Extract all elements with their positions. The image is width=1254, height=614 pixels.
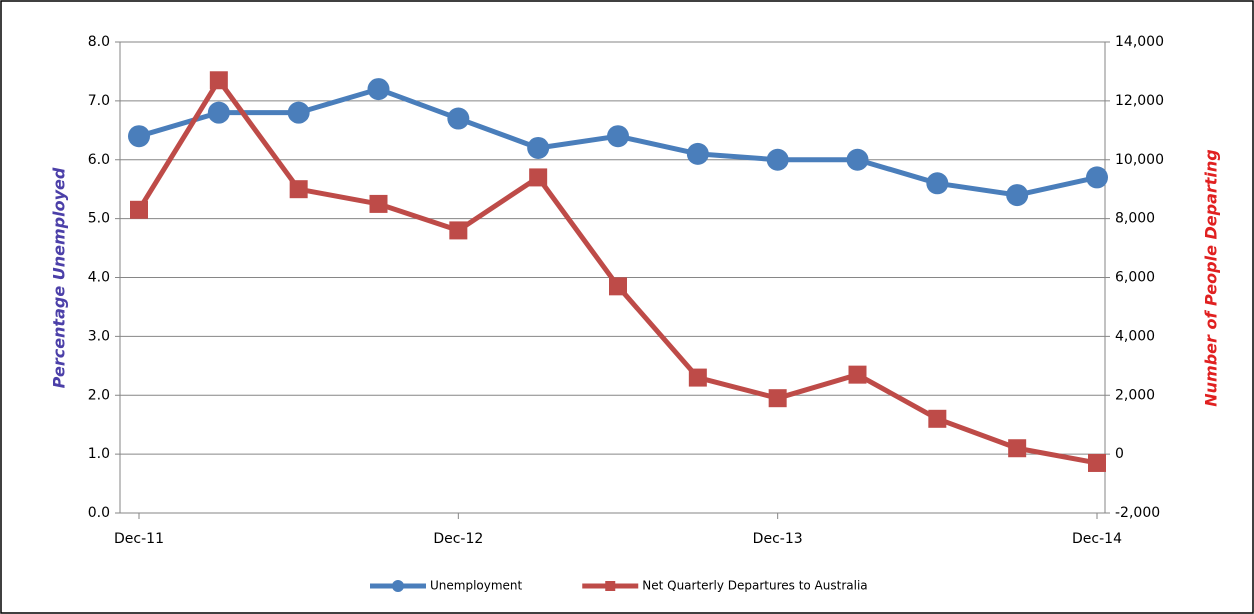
y-tick-label: 3.0 — [88, 328, 110, 344]
y-tick-label: 8.0 — [88, 34, 110, 50]
marker — [289, 180, 308, 199]
y2-tick-label: 2,000 — [1115, 387, 1155, 403]
y-tick-label: 6.0 — [88, 152, 110, 168]
marker — [1008, 439, 1027, 458]
y-tick-label: 0.0 — [88, 505, 110, 521]
x-tick-label: Dec-13 — [753, 531, 803, 547]
y2-axis-label: Number of People Departing — [1202, 149, 1221, 407]
y-tick-label: 5.0 — [88, 211, 110, 227]
marker — [688, 368, 707, 387]
y2-tick-label: 6,000 — [1115, 270, 1155, 286]
y-axis-label: Percentage Unemployed — [50, 167, 69, 388]
marker — [1088, 453, 1106, 472]
marker — [130, 200, 148, 219]
y-tick-label: 7.0 — [88, 93, 110, 109]
marker — [447, 107, 470, 130]
marker — [1086, 166, 1108, 189]
marker — [287, 101, 310, 124]
marker — [369, 194, 388, 213]
y2-tick-label: -2,000 — [1115, 505, 1160, 521]
y2-tick-label: 12,000 — [1115, 93, 1164, 109]
y2-tick-label: 10,000 — [1115, 152, 1164, 168]
y2-tick-label: 4,000 — [1115, 328, 1155, 344]
marker — [529, 168, 548, 187]
y2-tick-label: 0 — [1115, 446, 1124, 462]
marker — [846, 148, 869, 171]
marker — [207, 101, 230, 124]
marker — [686, 142, 709, 165]
legend-marker — [605, 581, 616, 591]
x-tick-label: Dec-14 — [1072, 531, 1122, 547]
x-tick-label: Dec-11 — [114, 531, 164, 547]
y2-tick-label: 8,000 — [1115, 211, 1155, 227]
marker — [768, 389, 787, 408]
legend-label: Unemployment — [430, 579, 523, 593]
marker — [609, 277, 627, 296]
marker — [527, 136, 550, 159]
y-tick-label: 1.0 — [88, 446, 110, 462]
legend-label: Net Quarterly Departures to Australia — [642, 579, 867, 593]
marker — [766, 148, 789, 171]
marker — [607, 125, 629, 148]
marker — [367, 78, 390, 101]
marker — [449, 221, 468, 240]
marker — [1006, 184, 1029, 207]
y-tick-label: 2.0 — [88, 387, 110, 403]
y-tick-label: 4.0 — [88, 270, 110, 286]
marker — [128, 125, 150, 148]
legend-marker — [392, 580, 404, 592]
marker — [926, 172, 949, 195]
x-tick-label: Dec-12 — [433, 531, 483, 547]
marker — [209, 71, 228, 90]
marker — [848, 365, 867, 384]
marker — [928, 409, 947, 428]
y2-tick-label: 14,000 — [1115, 34, 1164, 50]
